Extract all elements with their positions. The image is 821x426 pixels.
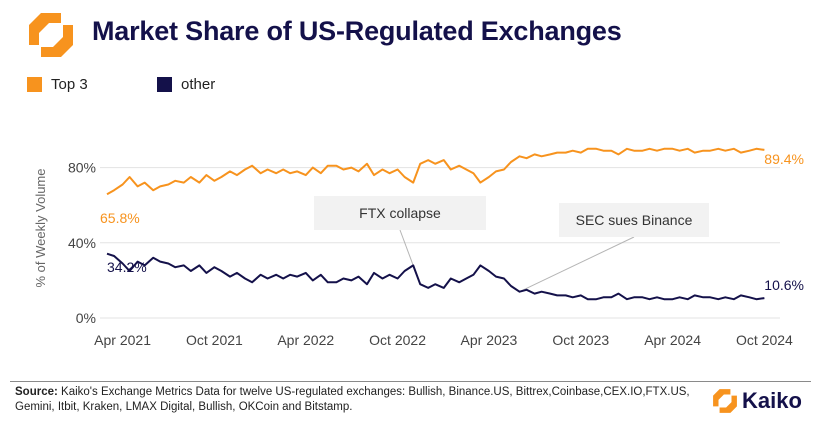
x-tick-labels: Apr 2021 Oct 2021 Apr 2022 Oct 2022 Apr 2023… xyxy=(94,332,793,348)
x-tick-label: Oct 2023 xyxy=(552,332,609,348)
legend-label-other: other xyxy=(181,76,216,93)
x-tick-label: Oct 2024 xyxy=(736,332,793,348)
legend-label-top3: Top 3 xyxy=(51,76,88,93)
source-text: Kaiko's Exchange Metrics Data for twelve… xyxy=(15,386,690,413)
brand-logo: Kaiko xyxy=(712,388,802,414)
value-label: 34.2% xyxy=(107,259,147,275)
value-label: 10.6% xyxy=(764,277,804,293)
value-label: 89.4% xyxy=(764,151,804,167)
annotation-leader-line xyxy=(519,236,635,293)
gridlines xyxy=(100,167,780,319)
annotation-boxes: FTX collapse SEC sues Binance xyxy=(314,196,709,237)
x-tick-label: Apr 2021 xyxy=(94,332,151,348)
x-tick-label: Apr 2024 xyxy=(644,332,701,348)
y-tick-label: 0% xyxy=(76,310,96,326)
legend-item-other: other xyxy=(157,76,215,93)
series-lines xyxy=(106,147,765,301)
source-note: Source: Kaiko's Exchange Metrics Data fo… xyxy=(15,385,705,415)
market-share-chart: 0% 40% 80% Apr 2021 Oct 2021 Apr 2022 Oct 202… xyxy=(33,147,804,348)
series-line-top3 xyxy=(106,147,765,196)
y-axis-label: % of Weekly Volume xyxy=(33,169,48,288)
footer-divider xyxy=(10,381,811,382)
source-label: Source: xyxy=(15,386,58,398)
x-tick-label: Apr 2022 xyxy=(277,332,334,348)
annotation-box xyxy=(314,196,486,230)
page-title: Market Share of US-Regulated Exchanges xyxy=(92,16,622,46)
annotation-label: SEC sues Binance xyxy=(576,212,693,228)
annotation-box xyxy=(559,203,709,237)
series-line-other xyxy=(106,252,765,301)
y-tick-labels: 0% 40% 80% xyxy=(68,160,96,326)
legend-item-top3: Top 3 xyxy=(27,76,88,93)
kaiko-logo-icon xyxy=(29,13,73,57)
brand-name: Kaiko xyxy=(742,388,802,413)
legend-swatch-top3 xyxy=(27,77,42,92)
legend-swatch-other xyxy=(157,77,172,92)
x-tick-label: Apr 2023 xyxy=(461,332,518,348)
y-tick-label: 80% xyxy=(68,160,96,176)
x-tick-label: Oct 2022 xyxy=(369,332,426,348)
annotation-label: FTX collapse xyxy=(359,205,441,221)
x-tick-label: Oct 2021 xyxy=(186,332,243,348)
y-tick-label: 40% xyxy=(68,235,96,251)
value-label: 65.8% xyxy=(100,210,140,226)
kaiko-logo-icon xyxy=(713,389,737,413)
annotation-leaders xyxy=(399,229,635,293)
value-labels: 65.8% 89.4% 34.2% 10.6% xyxy=(100,151,804,293)
